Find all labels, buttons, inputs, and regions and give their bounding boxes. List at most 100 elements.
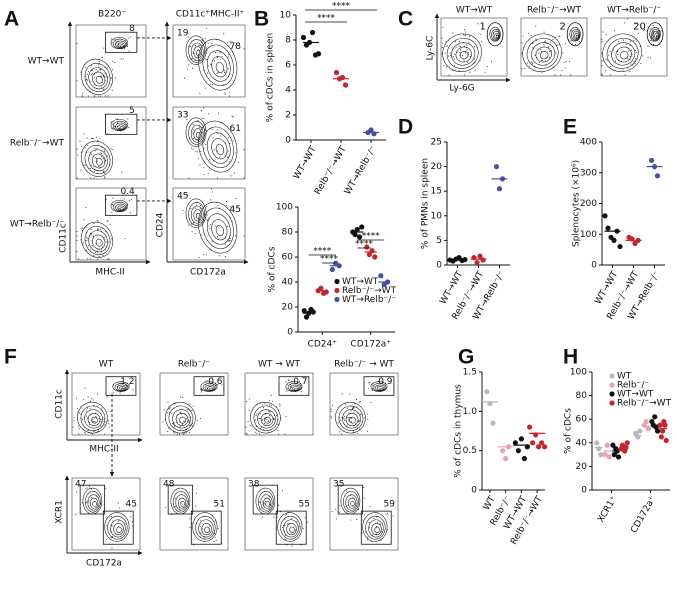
event-dot — [652, 43, 654, 45]
event-dot — [460, 50, 462, 52]
event-dot — [92, 420, 94, 423]
event-dot — [380, 539, 382, 541]
event-dot — [88, 71, 90, 73]
event-dot — [554, 74, 556, 76]
event-dot — [85, 206, 87, 209]
event-dot — [196, 151, 198, 153]
subset-value: 45 — [126, 499, 137, 509]
event-dot — [534, 54, 536, 56]
event-dot — [258, 501, 261, 503]
event-dot — [243, 177, 245, 179]
legend-marker — [609, 391, 615, 397]
event-dot — [104, 424, 106, 426]
event-dot — [363, 514, 365, 516]
event-dot — [206, 220, 208, 222]
event-dot — [80, 228, 82, 230]
axis-label: CD24 — [156, 212, 166, 237]
event-dot — [83, 399, 85, 401]
event-dot — [220, 135, 222, 137]
event-dot — [351, 417, 353, 419]
gate — [105, 376, 137, 396]
event-dot — [243, 149, 245, 151]
event-dot — [609, 74, 611, 76]
event-dot — [127, 118, 129, 120]
contour — [531, 42, 556, 66]
event-dot — [207, 72, 209, 74]
event-dot — [114, 77, 116, 79]
contour — [262, 497, 272, 509]
event-dot — [235, 197, 237, 200]
event-dot — [106, 396, 108, 398]
column-header: CD11c⁺MHC-II⁺ — [176, 10, 245, 20]
contour — [202, 382, 217, 392]
event-dot — [273, 417, 275, 420]
event-dot — [98, 418, 100, 420]
event-dot — [117, 502, 119, 504]
event-dot — [370, 401, 372, 404]
event-dot — [605, 70, 607, 72]
event-dot — [99, 152, 101, 154]
event-dot — [338, 422, 340, 424]
event-dot — [658, 27, 660, 29]
event-dot — [190, 207, 192, 210]
contour — [107, 515, 128, 540]
event-dot — [571, 43, 573, 45]
event-dot — [228, 53, 230, 55]
contour — [215, 144, 225, 155]
event-dot — [124, 237, 126, 240]
contour — [335, 401, 366, 434]
event-dot — [88, 485, 91, 487]
contour — [204, 526, 210, 534]
event-dot — [228, 240, 230, 242]
event-dot — [624, 74, 626, 76]
legend-label: Relb⁻/⁻ — [617, 381, 649, 391]
event-dot — [128, 199, 130, 201]
event-dot — [98, 66, 100, 68]
data-point — [605, 225, 611, 231]
contour — [198, 519, 214, 538]
event-dot — [521, 42, 523, 44]
event-dot — [87, 258, 89, 260]
event-dot — [268, 411, 270, 413]
event-dot — [248, 398, 250, 400]
contour — [177, 497, 187, 509]
event-dot — [660, 30, 662, 32]
event-dot — [204, 87, 206, 89]
event-dot — [650, 39, 652, 41]
contour — [168, 405, 194, 431]
event-dot — [192, 405, 194, 407]
y-tick-label: 0 — [436, 261, 442, 271]
event-dot — [105, 487, 107, 489]
contour — [175, 494, 188, 511]
event-dot — [91, 72, 94, 74]
data-point — [654, 428, 661, 434]
event-dot — [93, 171, 95, 173]
event-dot — [345, 403, 347, 405]
event-dot — [175, 498, 177, 500]
gate — [275, 510, 307, 545]
event-dot — [473, 46, 476, 48]
y-tick-label: 100 — [570, 368, 587, 378]
event-dot — [189, 403, 191, 405]
event-dot — [91, 137, 93, 139]
event-dot — [184, 430, 186, 432]
event-dot — [87, 237, 89, 239]
y-tick-label: 25 — [431, 138, 442, 148]
y-axis-label: % of cDCs — [268, 246, 278, 292]
event-dot — [528, 32, 530, 34]
contour — [257, 409, 276, 429]
event-dot — [194, 232, 196, 235]
event-dot — [285, 415, 287, 418]
event-dot — [237, 205, 239, 207]
data-point — [366, 251, 373, 258]
contour — [88, 149, 108, 172]
event-dot — [233, 172, 235, 174]
y-tick-label: 0 — [591, 261, 597, 271]
event-dot — [630, 49, 632, 51]
event-dot — [110, 121, 112, 123]
event-dot — [93, 223, 95, 225]
event-dot — [529, 65, 531, 67]
event-dot — [469, 55, 471, 57]
event-dot — [189, 518, 191, 520]
data-point — [359, 224, 365, 230]
